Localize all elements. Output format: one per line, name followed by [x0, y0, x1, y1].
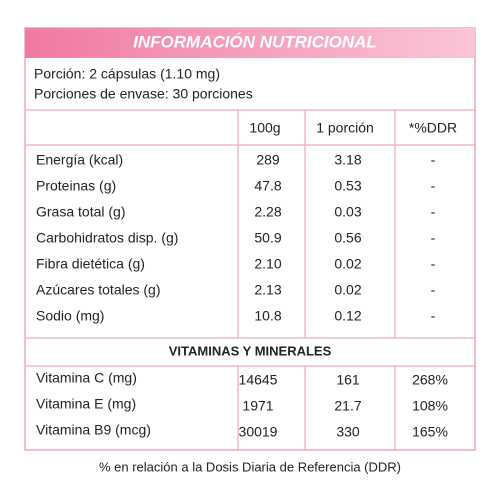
cell: 0.53: [334, 178, 361, 194]
cell: 1971: [242, 398, 273, 414]
row-label: Fibra dietética (g): [36, 256, 145, 272]
row-label: Carbohidratos disp. (g): [36, 230, 178, 246]
cell: -: [431, 256, 436, 272]
serving-line: Porciones de envase: 30 porciones: [34, 86, 253, 102]
cell: 2.28: [254, 204, 281, 220]
row-label: Vitamina E (mg): [36, 396, 136, 412]
cell: 330: [336, 424, 360, 440]
row-label: Azúcares totales (g): [36, 282, 161, 298]
column-header: *%DDR: [409, 120, 457, 136]
row-label: Vitamina B9 (mcg): [36, 422, 151, 438]
cell: -: [431, 282, 436, 298]
cell: 47.8: [254, 178, 281, 194]
cell: -: [431, 178, 436, 194]
cell: 0.02: [334, 282, 361, 298]
column-header: 1 porción: [316, 120, 374, 136]
cell: 0.56: [334, 230, 361, 246]
cell: 2.10: [254, 256, 281, 272]
cell: 161: [336, 372, 360, 388]
cell: 0.02: [334, 256, 361, 272]
row-label: Energía (kcal): [36, 152, 123, 168]
cell: 2.13: [254, 282, 281, 298]
cell: -: [431, 204, 436, 220]
cell: -: [431, 230, 436, 246]
header-band: [25, 28, 475, 58]
cell: 268%: [412, 372, 448, 388]
cell: -: [431, 152, 436, 168]
cell: 3.18: [334, 152, 361, 168]
cell: 50.9: [254, 230, 281, 246]
cell: 10.8: [254, 308, 281, 324]
footnote: % en relación a la Dosis Diaria de Refer…: [99, 459, 401, 474]
cell: 0.12: [334, 308, 361, 324]
row-label: Grasa total (g): [36, 204, 125, 220]
title: INFORMACIÓN NUTRICIONAL: [133, 32, 377, 51]
row-label: Sodio (mg): [36, 308, 104, 324]
row-label: Vitamina C (mg): [36, 370, 137, 386]
section-title: VITAMINAS Y MINERALES: [169, 343, 332, 358]
serving-line: Porción: 2 cápsulas (1.10 mg): [34, 66, 220, 82]
cell: -: [431, 308, 436, 324]
cell: 21.7: [334, 398, 361, 414]
column-header: 100g: [249, 120, 280, 136]
cell: 108%: [412, 398, 448, 414]
row-label: Proteinas (g): [36, 178, 116, 194]
cell: 165%: [412, 424, 448, 440]
cell: 0.03: [334, 204, 361, 220]
cell: 30019: [239, 424, 278, 440]
cell: 289: [256, 152, 280, 168]
cell: 14645: [239, 372, 278, 388]
